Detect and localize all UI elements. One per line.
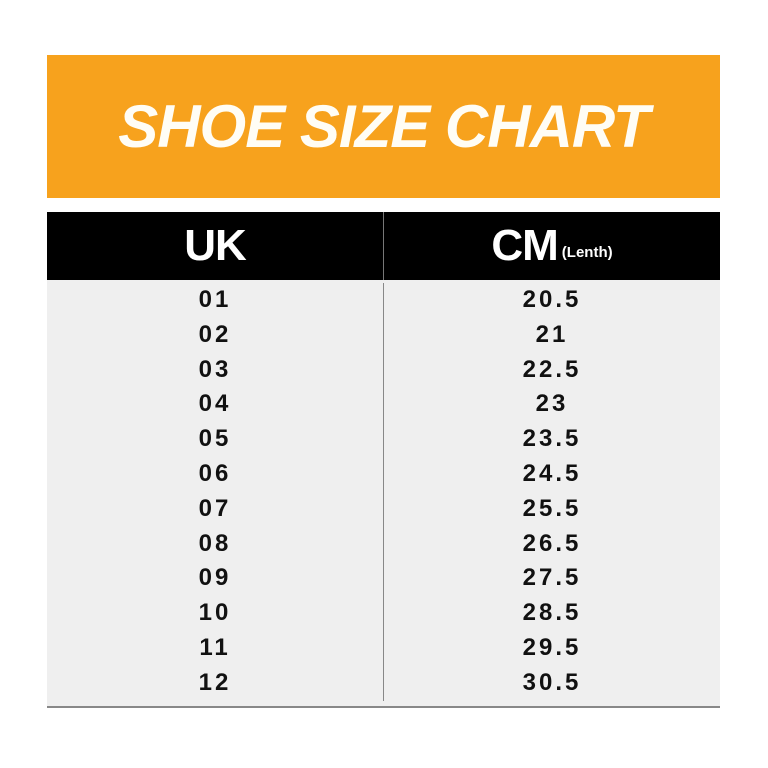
table-body: 01 02 03 04 05 06 07 08 09 10 11 12 20.5 21 22.5 23 23.… xyxy=(47,280,720,708)
cm-cell: 26.5 xyxy=(522,529,582,557)
page-title: SHOE SIZE CHART xyxy=(118,93,650,160)
uk-cell: 08 xyxy=(198,529,232,557)
cm-cell: 27.5 xyxy=(522,564,582,592)
cm-cell: 28.5 xyxy=(522,599,582,627)
uk-cell: 01 xyxy=(198,286,232,313)
header-uk-label: UK xyxy=(184,221,247,270)
uk-cell: 02 xyxy=(198,320,232,348)
size-table: UK CM (Lenth) 01 02 03 04 05 06 07 08 09 10 11 12 20… xyxy=(47,212,720,708)
title-banner: SHOE SIZE CHART xyxy=(47,55,720,198)
cm-cell: 23 xyxy=(535,390,569,418)
cm-cell: 23.5 xyxy=(522,425,582,453)
uk-cell: 09 xyxy=(198,564,232,592)
cm-cell: 30.5 xyxy=(522,668,582,696)
uk-cell: 06 xyxy=(198,459,232,487)
header-uk: UK xyxy=(47,212,383,280)
cm-cell: 20.5 xyxy=(522,286,582,313)
uk-cell: 04 xyxy=(198,390,232,418)
header-cm-label: CM xyxy=(491,221,558,270)
uk-cell: 03 xyxy=(198,355,232,383)
uk-cell: 11 xyxy=(199,633,231,661)
cm-cell: 25.5 xyxy=(522,494,582,522)
uk-cell: 05 xyxy=(198,425,232,453)
cm-cell: 21 xyxy=(535,320,569,348)
uk-cell: 10 xyxy=(198,599,232,627)
header-cm-note: (Lenth) xyxy=(561,243,613,261)
cm-cell: 24.5 xyxy=(522,459,582,487)
table-header: UK CM (Lenth) xyxy=(47,212,720,280)
uk-cell: 07 xyxy=(198,494,232,522)
uk-column: 01 02 03 04 05 06 07 08 09 10 11 12 xyxy=(47,283,383,701)
cm-cell: 22.5 xyxy=(522,355,582,383)
cm-column: 20.5 21 22.5 23 23.5 24.5 25.5 26.5 27.5 28.5 29.5… xyxy=(383,283,720,701)
header-cm: CM (Lenth) xyxy=(383,212,720,280)
cm-cell: 29.5 xyxy=(522,633,582,661)
uk-cell: 12 xyxy=(198,668,232,696)
